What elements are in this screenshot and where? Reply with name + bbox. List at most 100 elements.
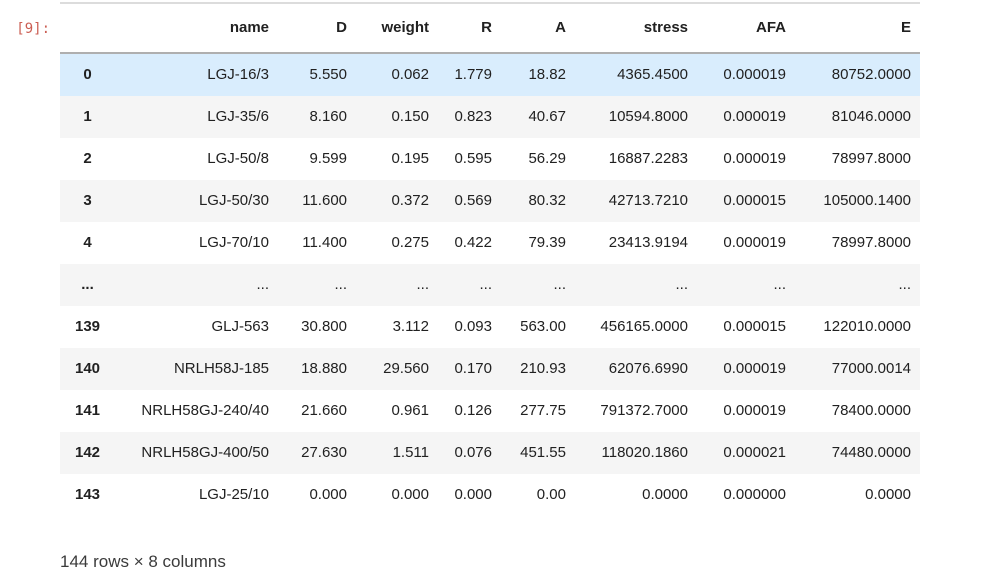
table-cell: GLJ-563 — [211, 318, 269, 335]
table-cell: 81046.0000 — [831, 108, 911, 125]
table-cell: ... — [675, 276, 688, 293]
column-header: E — [795, 3, 920, 54]
row-index: 2 — [83, 150, 92, 167]
table-cell: 0.000015 — [723, 318, 786, 335]
table-cell: 0.961 — [391, 402, 429, 419]
table-cell: 563.00 — [520, 318, 566, 335]
table-row: 4 LGJ-70/10 11.400 0.275 0.422 79.39 23413.919… — [60, 222, 920, 264]
table-row: 139 GLJ-563 30.800 3.112 0.093 563.00 456165.0… — [60, 306, 920, 348]
column-header: D — [278, 3, 356, 54]
table-cell: 0.00 — [536, 486, 566, 503]
table-cell: 77000.0014 — [831, 360, 911, 377]
table-cell: 16887.2283 — [608, 150, 688, 167]
table-cell: 1.779 — [454, 66, 492, 83]
column-header: name — [115, 3, 278, 54]
table-row: 142 NRLH58GJ-400/50 27.630 1.511 0.076 451.55… — [60, 432, 920, 474]
table-cell: 0.126 — [454, 402, 492, 419]
table-cell: ... — [773, 276, 786, 293]
row-index: 1 — [83, 108, 92, 125]
table-cell: 0.000 — [391, 486, 429, 503]
table-cell: 29.560 — [383, 360, 429, 377]
table-cell: 5.550 — [309, 66, 347, 83]
table-cell: NRLH58GJ-400/50 — [141, 444, 269, 461]
table-row: 141 NRLH58GJ-240/40 21.660 0.961 0.126 277.75… — [60, 390, 920, 432]
table-cell: 18.880 — [301, 360, 347, 377]
table-cell: 0.150 — [391, 108, 429, 125]
table-cell: 3.112 — [392, 318, 429, 335]
table-cell: 0.000019 — [723, 234, 786, 251]
table-cell: 40.67 — [528, 108, 566, 125]
table-cell: 122010.0000 — [823, 318, 911, 335]
table-cell: 0.0000 — [865, 486, 911, 503]
table-cell: 78400.0000 — [831, 402, 911, 419]
table-row: 2 LGJ-50/8 9.599 0.195 0.595 56.29 16887.2283 0… — [60, 138, 920, 180]
table-cell: 0.000019 — [723, 150, 786, 167]
row-index: 0 — [83, 66, 92, 83]
table-cell: 0.062 — [391, 66, 429, 83]
table-row: ........................... — [60, 264, 920, 306]
output-prompt: [9]: — [16, 21, 50, 37]
row-index: ... — [81, 276, 94, 293]
table-cell: 9.599 — [309, 150, 347, 167]
table-cell: 0.275 — [391, 234, 429, 251]
table-cell: ... — [256, 276, 269, 293]
row-index: 140 — [74, 360, 101, 377]
table-row: 143 LGJ-25/10 0.000 0.000 0.000 0.00 0.0000 0.0… — [60, 474, 920, 516]
row-index: 143 — [74, 486, 101, 503]
table-cell: ... — [334, 276, 347, 293]
table-cell: ... — [479, 276, 492, 293]
table-cell: 11.600 — [302, 192, 347, 209]
row-index: 3 — [83, 192, 92, 209]
row-index: 4 — [83, 234, 92, 251]
dataframe-body: 0 LGJ-16/3 5.550 0.062 1.779 18.82 4365.4500 0.… — [60, 53, 920, 516]
table-cell: 74480.0000 — [831, 444, 911, 461]
table-cell: 30.800 — [301, 318, 347, 335]
table-cell: 791372.7000 — [600, 402, 688, 419]
table-cell: 0.569 — [454, 192, 492, 209]
table-cell: 11.400 — [302, 234, 347, 251]
table-cell: 0.000021 — [723, 444, 786, 461]
table-cell: LGJ-16/3 — [207, 66, 269, 83]
table-cell: 0.823 — [454, 108, 492, 125]
table-cell: LGJ-70/10 — [198, 234, 269, 251]
table-cell: 277.75 — [520, 402, 566, 419]
table-cell: 0.000 — [309, 486, 347, 503]
table-cell: LGJ-50/30 — [198, 192, 269, 209]
column-header: stress — [575, 3, 697, 54]
table-cell: ... — [416, 276, 429, 293]
table-cell: NRLH58J-185 — [173, 360, 269, 377]
table-cell: 21.660 — [301, 402, 347, 419]
column-header: A — [501, 3, 575, 54]
table-cell: 79.39 — [528, 234, 566, 251]
table-cell: 0.000019 — [723, 402, 786, 419]
table-cell: 105000.1400 — [823, 192, 911, 209]
table-row: 140 NRLH58J-185 18.880 29.560 0.170 210.93 620… — [60, 348, 920, 390]
table-cell: ... — [898, 276, 911, 293]
table-cell: 80752.0000 — [831, 66, 911, 83]
row-index: 139 — [74, 318, 101, 335]
table-cell: 8.160 — [309, 108, 347, 125]
table-cell: 0.595 — [454, 150, 492, 167]
table-cell: 0.195 — [391, 150, 429, 167]
table-cell: NRLH58GJ-240/40 — [141, 402, 269, 419]
table-cell: 0.000019 — [723, 108, 786, 125]
table-cell: 23413.9194 — [608, 234, 688, 251]
table-cell: 0.000019 — [723, 360, 786, 377]
table-cell: ... — [553, 276, 566, 293]
column-header: AFA — [697, 3, 795, 54]
table-cell: 0.076 — [454, 444, 492, 461]
column-header: R — [438, 3, 501, 54]
table-cell: 0.093 — [454, 318, 492, 335]
table-cell: 56.29 — [528, 150, 566, 167]
table-cell: 78997.8000 — [831, 234, 911, 251]
table-cell: 210.93 — [520, 360, 566, 377]
table-row: 0 LGJ-16/3 5.550 0.062 1.779 18.82 4365.4500 0.… — [60, 53, 920, 96]
table-cell: LGJ-35/6 — [207, 108, 269, 125]
table-cell: LGJ-50/8 — [207, 150, 269, 167]
table-row: 3 LGJ-50/30 11.600 0.372 0.569 80.32 42713.721… — [60, 180, 920, 222]
dataframe-shape: 144 rows × 8 columns — [60, 552, 226, 571]
